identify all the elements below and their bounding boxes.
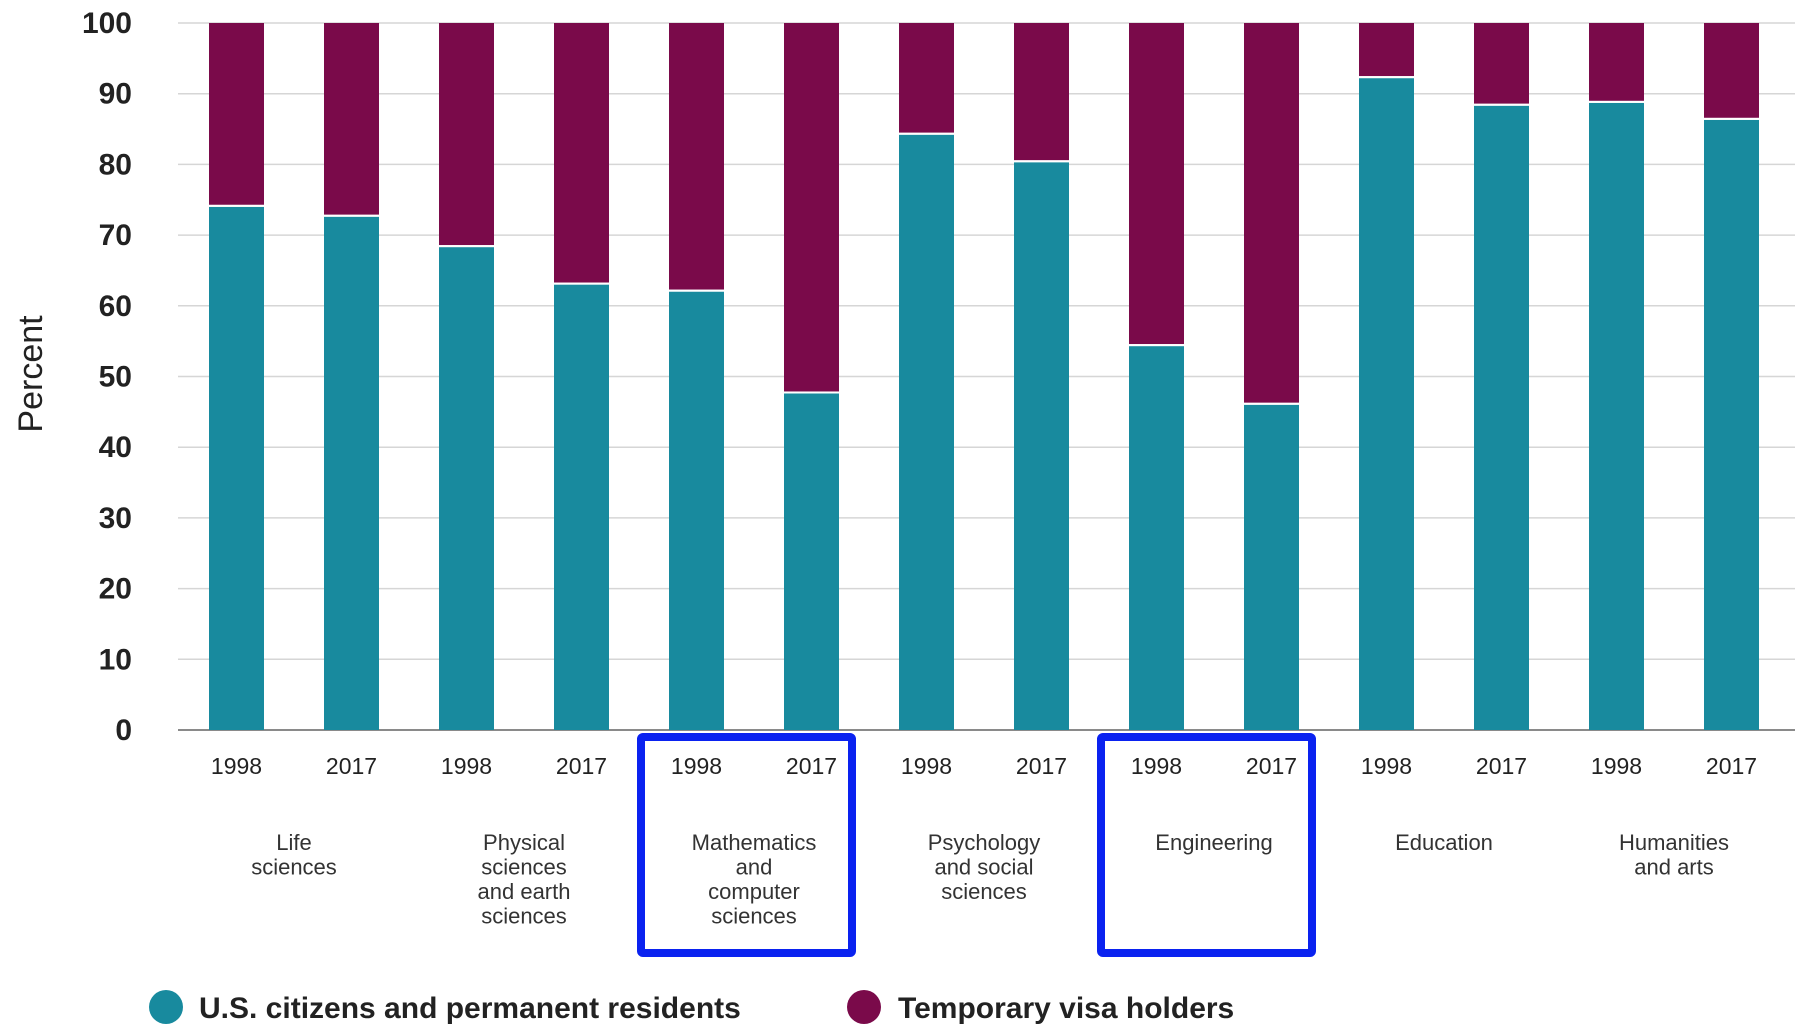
bar-temporary-visa — [1129, 23, 1184, 345]
y-tick-labels: 0 10 20 30 40 50 60 70 80 90 100 — [82, 7, 132, 747]
legend-marker — [847, 990, 881, 1024]
x-group-label: Education — [1395, 830, 1493, 855]
x-year-label: 2017 — [1246, 753, 1297, 779]
x-group-label: Psychology — [928, 830, 1041, 855]
x-group-label: and social — [934, 855, 1033, 880]
bar-temporary-visa — [1244, 23, 1299, 403]
bar-us-citizens — [1359, 78, 1414, 730]
bar-us-citizens — [899, 134, 954, 730]
y-tick-label: 10 — [99, 643, 132, 676]
bar-temporary-visa — [209, 23, 264, 205]
bar-us-citizens — [324, 216, 379, 730]
bar-us-citizens — [554, 284, 609, 730]
x-group-label: Physical — [483, 830, 565, 855]
y-tick-label: 0 — [115, 714, 132, 747]
x-group-label: sciences — [941, 879, 1027, 904]
y-axis-label: Percent — [12, 315, 50, 433]
y-tick-label: 20 — [99, 573, 132, 606]
legend: U.S. citizens and permanent residents Tem… — [149, 990, 1234, 1025]
x-year-label: 2017 — [1476, 753, 1527, 779]
bars — [209, 23, 1759, 731]
bar-temporary-visa — [899, 23, 954, 133]
x-year-label: 1998 — [211, 753, 262, 779]
y-tick-label: 90 — [99, 78, 132, 111]
bar-temporary-visa — [1704, 23, 1759, 118]
y-tick-label: 60 — [99, 290, 132, 323]
bar-us-citizens — [784, 393, 839, 730]
y-tick-label: 100 — [82, 7, 132, 40]
x-group-label: and earth — [478, 879, 571, 904]
x-year-label: 1998 — [1591, 753, 1642, 779]
x-group-label: and — [736, 855, 773, 880]
x-group-label: Mathematics — [692, 830, 817, 855]
x-group-label: Life — [276, 830, 311, 855]
y-tick-label: 40 — [99, 431, 132, 464]
bar-us-citizens — [1474, 105, 1529, 731]
y-tick-label: 30 — [99, 502, 132, 535]
bar-us-citizens — [209, 206, 264, 730]
bar-us-citizens — [1129, 346, 1184, 730]
x-year-label: 2017 — [1706, 753, 1757, 779]
x-year-label: 2017 — [556, 753, 607, 779]
legend-marker — [149, 990, 183, 1024]
x-group-label: and arts — [1634, 855, 1714, 880]
x-group-label: sciences — [251, 855, 337, 880]
bar-temporary-visa — [784, 23, 839, 392]
bar-temporary-visa — [669, 23, 724, 290]
highlight-box — [637, 733, 856, 957]
bar-temporary-visa — [324, 23, 379, 215]
x-group-label: Engineering — [1155, 830, 1272, 855]
x-group-label: sciences — [481, 855, 567, 880]
legend-label: U.S. citizens and permanent residents — [199, 992, 741, 1025]
bar-temporary-visa — [439, 23, 494, 246]
bar-temporary-visa — [1014, 23, 1069, 161]
x-year-label: 2017 — [326, 753, 377, 779]
x-year-label: 2017 — [786, 753, 837, 779]
bar-us-citizens — [1589, 102, 1644, 731]
x-year-label: 1998 — [1131, 753, 1182, 779]
bar-temporary-visa — [1474, 23, 1529, 104]
highlight-box — [1097, 733, 1316, 957]
x-year-label: 1998 — [1361, 753, 1412, 779]
x-year-label: 1998 — [901, 753, 952, 779]
x-group-label: sciences — [481, 904, 567, 929]
y-tick-label: 50 — [99, 361, 132, 394]
bar-us-citizens — [439, 247, 494, 730]
bar-temporary-visa — [554, 23, 609, 283]
x-year-label: 2017 — [1016, 753, 1067, 779]
bar-us-citizens — [1014, 162, 1069, 731]
bar-us-citizens — [669, 291, 724, 730]
highlight-boxes — [637, 733, 1316, 957]
gridlines — [178, 22, 1795, 731]
x-year-label: 1998 — [441, 753, 492, 779]
x-year-label: 1998 — [671, 753, 722, 779]
legend-label: Temporary visa holders — [898, 992, 1234, 1025]
y-tick-label: 70 — [99, 219, 132, 252]
bar-us-citizens — [1704, 119, 1759, 730]
bar-temporary-visa — [1359, 23, 1414, 77]
y-tick-label: 80 — [99, 148, 132, 181]
bar-temporary-visa — [1589, 23, 1644, 101]
x-group-label: sciences — [711, 904, 797, 929]
bar-us-citizens — [1244, 404, 1299, 730]
x-group-label: computer — [708, 879, 800, 904]
x-group-label: Humanities — [1619, 830, 1729, 855]
